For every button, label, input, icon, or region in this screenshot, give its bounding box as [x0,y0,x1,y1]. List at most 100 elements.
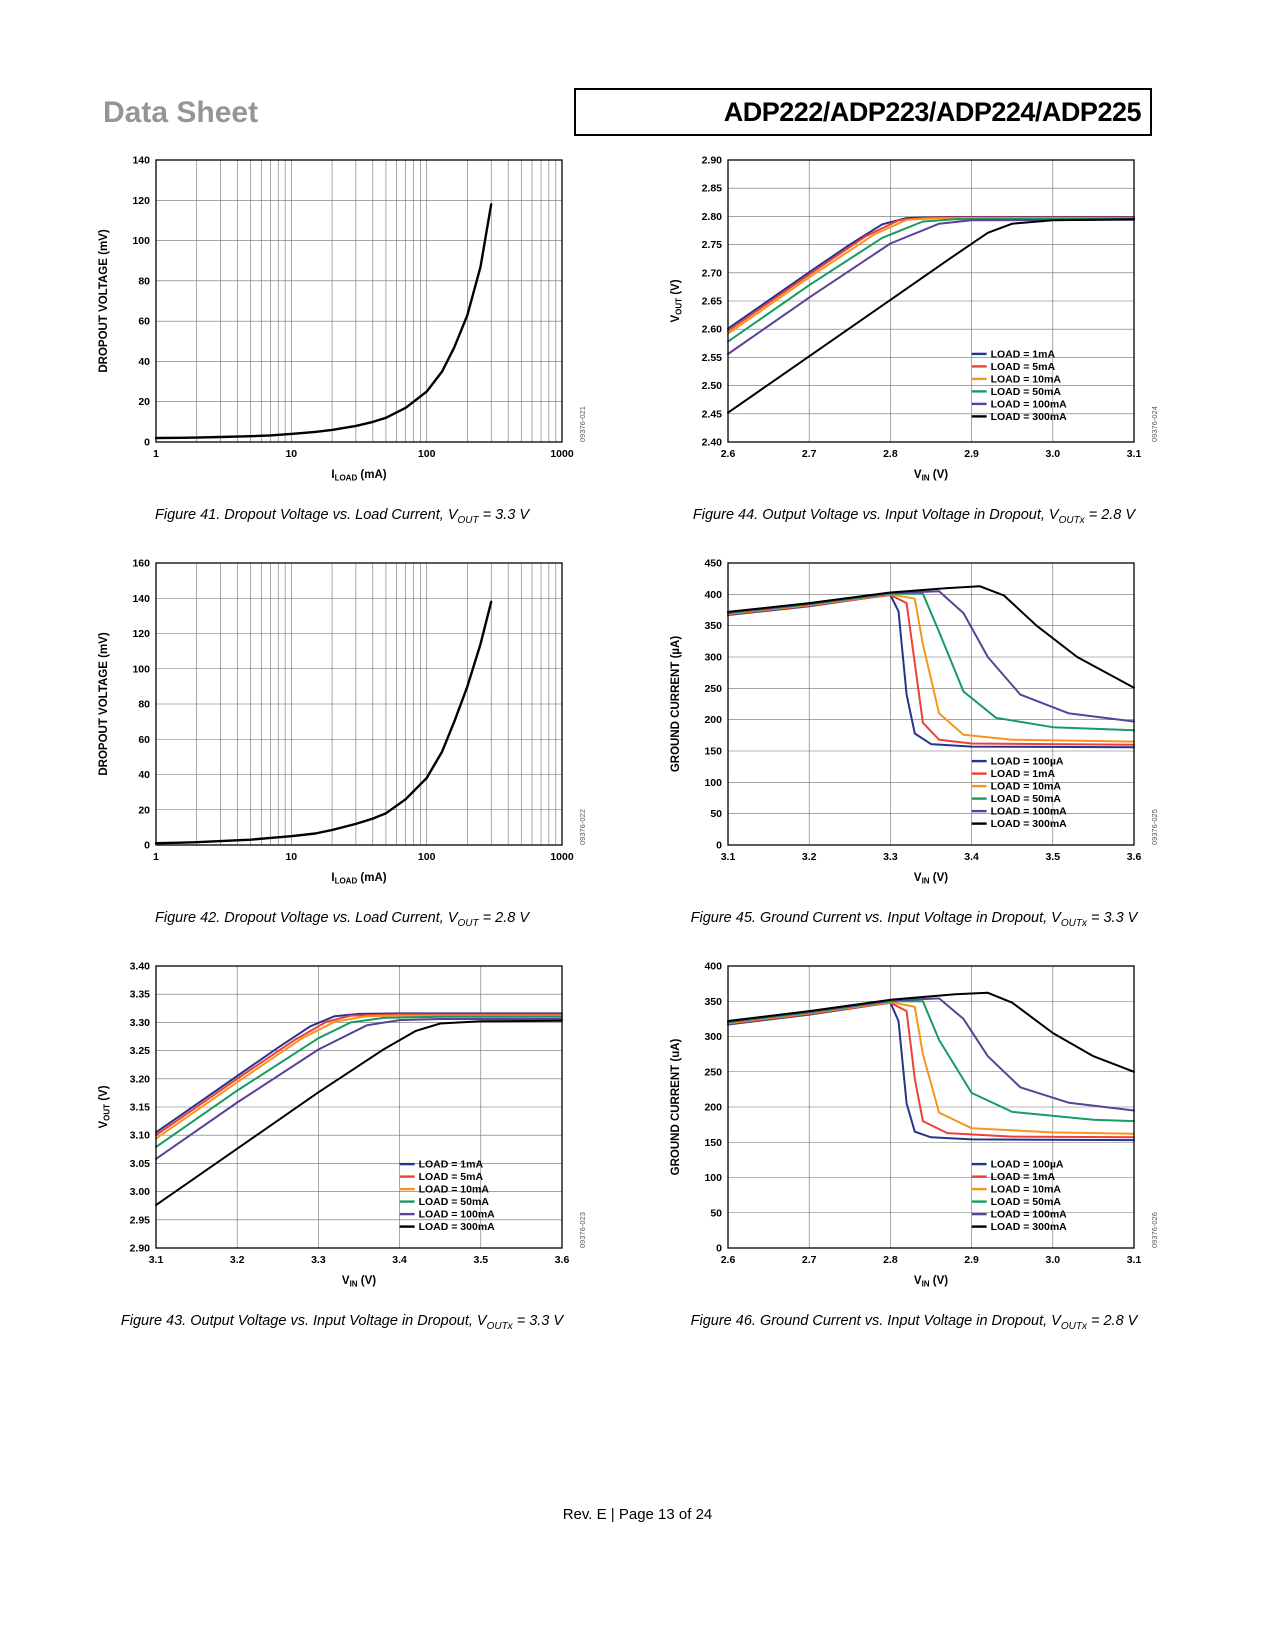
svg-text:2.60: 2.60 [702,324,723,336]
svg-text:2.95: 2.95 [130,1214,151,1226]
svg-text:3.5: 3.5 [1045,851,1060,863]
figure-44-caption: Figure 44. Output Voltage vs. Input Volt… [664,507,1164,526]
svg-text:2.50: 2.50 [702,380,723,392]
svg-text:3.3: 3.3 [311,1254,326,1266]
svg-text:09376-023: 09376-023 [578,1212,587,1248]
caption-text: = 2.8 V [1086,1312,1138,1329]
svg-text:3.1: 3.1 [721,851,736,863]
chart-dropout-voltage-vs-load-current-2p8v: 1 10 100 1000 0 20 40 60 80 100 120 140 160 ILOAD (mA… [98,557,587,885]
svg-text:2.80: 2.80 [702,211,723,223]
svg-text:2.90: 2.90 [702,155,723,167]
svg-text:LOAD = 1mA: LOAD = 1mA [991,768,1056,780]
svg-text:3.15: 3.15 [130,1101,151,1113]
svg-text:3.4: 3.4 [392,1254,407,1266]
svg-text:250: 250 [704,683,722,695]
svg-text:LOAD = 50mA: LOAD = 50mA [991,1196,1062,1208]
svg-text:VIN (V): VIN (V) [342,1275,376,1289]
svg-text:120: 120 [132,628,150,640]
svg-text:DROPOUT VOLTAGE (mV): DROPOUT VOLTAGE (mV) [98,229,110,372]
svg-text:3.6: 3.6 [1127,851,1142,863]
svg-text:100: 100 [132,663,150,675]
svg-text:LOAD = 100µA: LOAD = 100µA [991,755,1064,767]
caption-text: Figure 41. Dropout Voltage vs. Load Curr… [154,507,458,523]
svg-text:60: 60 [138,316,150,328]
caption-text: Figure 43. Output Voltage vs. Input Volt… [120,1312,487,1329]
caption-text: = 3.3 V [478,507,530,523]
svg-text:3.40: 3.40 [130,960,151,972]
caption-subscript: OUTx [486,1320,513,1332]
svg-text:100: 100 [704,1172,722,1184]
caption-text: Figure 45. Ground Current vs. Input Volt… [690,909,1061,926]
svg-text:2.55: 2.55 [702,352,723,364]
svg-text:450: 450 [704,557,722,569]
svg-text:0: 0 [716,839,722,851]
svg-text:ILOAD (mA): ILOAD (mA) [331,469,386,483]
svg-text:LOAD = 50mA: LOAD = 50mA [991,793,1062,805]
svg-text:3.35: 3.35 [130,988,151,1000]
svg-text:1000: 1000 [550,448,574,460]
svg-text:3.1: 3.1 [1127,448,1142,460]
svg-text:LOAD = 50mA: LOAD = 50mA [419,1196,490,1208]
svg-text:2.40: 2.40 [702,437,723,449]
chart-ground-current-vs-input-voltage-3p3v: 3.1 3.2 3.3 3.4 3.5 3.6 0 50 100 150 200 250 300 350 4… [670,557,1159,886]
svg-text:2.45: 2.45 [702,408,723,420]
svg-text:80: 80 [138,698,150,710]
svg-text:LOAD = 5mA: LOAD = 5mA [991,361,1056,373]
svg-text:GROUND CURRENT (µA): GROUND CURRENT (µA) [670,636,682,772]
figure-46-caption: Figure 46. Ground Current vs. Input Volt… [664,1313,1164,1332]
caption-text: = 2.8 V [478,909,530,926]
svg-text:3.2: 3.2 [802,851,817,863]
svg-text:60: 60 [138,734,150,746]
caption-text: Figure 46. Ground Current vs. Input Volt… [690,1312,1061,1329]
figure-41-caption: Figure 41. Dropout Voltage vs. Load Curr… [92,507,592,526]
svg-text:LOAD = 100mA: LOAD = 100mA [991,1208,1068,1220]
svg-text:2.90: 2.90 [130,1242,151,1254]
svg-text:100: 100 [418,851,436,863]
svg-text:09376-021: 09376-021 [578,406,587,442]
svg-text:2.6: 2.6 [721,448,736,460]
svg-text:2.7: 2.7 [802,448,817,460]
svg-text:09376-024: 09376-024 [1150,406,1159,442]
svg-text:LOAD = 300mA: LOAD = 300mA [991,818,1068,830]
chart-output-voltage-vs-input-voltage-2p8v: 2.6 2.7 2.8 2.9 3.0 3.1 2.40 2.45 2.50 2.55 2.60 2.… [670,155,1159,483]
svg-text:3.1: 3.1 [1127,1254,1142,1266]
caption-text: = 3.3 V [512,1312,564,1329]
svg-text:VIN (V): VIN (V) [914,469,948,483]
figure-43-caption: Figure 43. Output Voltage vs. Input Volt… [92,1313,592,1332]
svg-text:300: 300 [704,1031,722,1043]
figure-42: 1 10 100 1000 0 20 40 60 80 100 120 140 160 ILOAD (mA… [92,553,592,928]
svg-text:40: 40 [138,356,150,368]
caption-subscript: OUTx [1060,917,1087,929]
svg-text:DROPOUT VOLTAGE (mV): DROPOUT VOLTAGE (mV) [98,632,110,775]
svg-text:LOAD = 100µA: LOAD = 100µA [991,1158,1064,1170]
svg-text:3.4: 3.4 [964,851,979,863]
svg-text:3.5: 3.5 [473,1254,488,1266]
figure-45-caption: Figure 45. Ground Current vs. Input Volt… [664,910,1164,929]
svg-text:80: 80 [138,275,150,287]
svg-text:LOAD = 10mA: LOAD = 10mA [991,780,1062,792]
svg-text:VIN (V): VIN (V) [914,872,948,886]
figure-46: 2.6 2.7 2.8 2.9 3.0 3.1 0 50 100 150 200 250 300 350 4… [664,956,1164,1332]
svg-text:200: 200 [704,1101,722,1113]
svg-text:2.85: 2.85 [702,183,723,195]
svg-text:LOAD = 100mA: LOAD = 100mA [991,805,1068,817]
svg-text:2.9: 2.9 [964,1254,979,1266]
svg-text:150: 150 [704,745,722,757]
chart-ground-current-vs-input-voltage-2p8v: 2.6 2.7 2.8 2.9 3.0 3.1 0 50 100 150 200 250 300 350 4… [670,960,1159,1289]
svg-text:2.75: 2.75 [702,239,723,251]
page-header: Data Sheet ADP222/ADP223/ADP224/ADP225 [103,86,1152,136]
svg-text:LOAD = 50mA: LOAD = 50mA [991,386,1062,398]
svg-text:100: 100 [704,777,722,789]
caption-subscript: OUTx [1058,514,1085,526]
svg-text:3.30: 3.30 [130,1017,151,1029]
svg-text:20: 20 [138,396,150,408]
svg-text:100: 100 [132,235,150,247]
svg-text:LOAD = 10mA: LOAD = 10mA [419,1183,490,1195]
svg-text:0: 0 [716,1242,722,1254]
svg-text:VIN (V): VIN (V) [914,1275,948,1289]
doc-type-label: Data Sheet [103,96,259,129]
svg-text:GROUND CURRENT (uA): GROUND CURRENT (uA) [670,1038,682,1175]
svg-text:LOAD = 300mA: LOAD = 300mA [419,1221,496,1233]
svg-text:200: 200 [704,714,722,726]
